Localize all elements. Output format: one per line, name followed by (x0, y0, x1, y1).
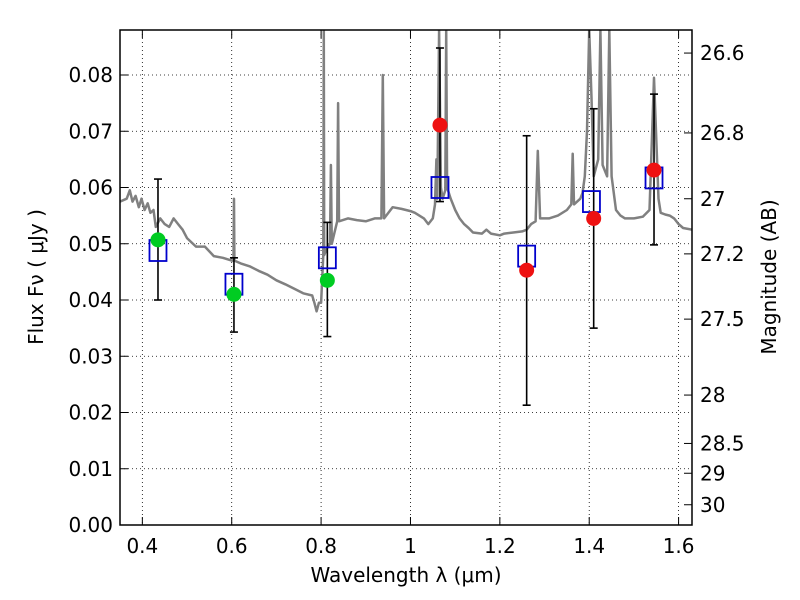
x-tick-label: 1.6 (663, 534, 695, 558)
y-tick-label: 0.04 (68, 288, 113, 312)
y-tick-label: 0.06 (68, 176, 113, 200)
model-photometry-marker (430, 176, 450, 199)
y2-tick-label: 27 (700, 187, 725, 211)
observed-flux-point (150, 232, 166, 248)
y2-tick-label: 26.8 (700, 121, 745, 145)
y-tick-label: 0.00 (68, 513, 113, 537)
y2-tick-label: 29 (700, 461, 725, 485)
x-tick-label: 0.8 (305, 534, 337, 558)
x-tick-label: 0.4 (126, 534, 158, 558)
y2-tick-label: 27.2 (700, 242, 745, 266)
x-tick-label: 1.2 (484, 534, 516, 558)
y2-axis-title: Magnitude (AB) (757, 199, 781, 354)
ticks: 0.4 0.6 0.8 1 1.2 1.4 1.6 0.00 0.01 0.02 0.03 0.04 0… (68, 30, 745, 558)
grid (120, 30, 692, 525)
y2-tick-label: 26.6 (700, 41, 745, 65)
observed-flux-point (586, 210, 602, 226)
y2-tick-label: 28 (700, 383, 725, 407)
observed-flux-point (319, 272, 335, 288)
spectrum-layer (120, 30, 692, 313)
model-photometry-marker (582, 190, 601, 213)
x-tick-label: 0.6 (216, 534, 248, 558)
x-axis-title: Wavelength λ (μm) (310, 563, 501, 587)
y-tick-label: 0.03 (68, 344, 113, 368)
model-photometry-marker (317, 246, 337, 270)
observed-flux-point (432, 117, 448, 133)
y-tick-label: 0.08 (68, 63, 113, 87)
y2-tick-label: 30 (700, 493, 725, 517)
y-tick-label: 0.07 (68, 119, 113, 143)
y-tick-label: 0.02 (68, 401, 113, 425)
observed-points-layer (150, 117, 662, 302)
y2-tick-label: 27.5 (700, 307, 745, 331)
x-tick-label: 1.4 (573, 534, 605, 558)
errorbar-layer (153, 47, 659, 406)
y-tick-label: 0.05 (68, 232, 113, 256)
observed-flux-point (519, 262, 535, 278)
y-axis-title: Flux Fν ( μJy ) (24, 209, 48, 345)
observed-flux-point (646, 162, 662, 178)
spectrum-line (120, 30, 692, 313)
model-photometry-layer (148, 166, 664, 296)
plot-frame (119, 29, 693, 526)
observed-flux-point (226, 286, 242, 302)
y2-tick-label: 28.5 (700, 431, 745, 455)
y-tick-label: 0.01 (68, 457, 113, 481)
x-tick-label: 1 (404, 534, 417, 558)
